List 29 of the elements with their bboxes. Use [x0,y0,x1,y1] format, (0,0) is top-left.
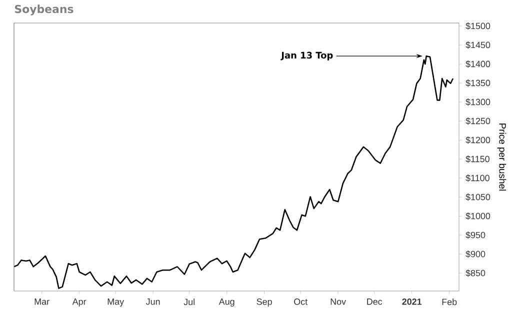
y-tick-label: $900 [466,250,486,258]
y-tick-label: $850 [466,270,486,277]
x-tick-label: Oct [294,298,308,305]
x-tick-label: Mar [34,298,50,305]
y-tick-label: $950 [466,231,486,239]
y-tick-label: $1350 [466,79,490,87]
x-tick-label: May [108,298,124,307]
y-tick-label: $1050 [466,193,490,201]
y-tick-label: $1100 [466,174,490,182]
x-tick-label: Apr [72,298,86,307]
x-tick-label: Nov [330,298,346,305]
y-tick-label: $1200 [466,136,490,144]
x-tick-label: Sep [256,298,272,307]
y-tick-label: $1000 [466,212,490,220]
x-tick-label: Jul [184,298,194,306]
x-tick-label: Dec [367,298,382,305]
annotation: Jan 13 Top [280,52,333,60]
y-tick-label: $1400 [466,60,490,68]
y-tick-label: $1450 [466,41,490,49]
chart-title: Soybeans [14,4,74,16]
y-axis-title: Price per bushel [497,124,506,191]
x-tick-label: Feb [442,298,457,306]
y-tick-label: $1150 [466,155,490,163]
y-tick-label: $1250 [466,117,490,125]
x-tick-label: Aug [218,298,234,307]
x-tick-label: 2021 [402,298,422,305]
y-tick-label: $1500 [466,22,490,30]
x-tick-label: Jun [146,298,160,305]
y-tick-label: $1300 [466,98,490,106]
